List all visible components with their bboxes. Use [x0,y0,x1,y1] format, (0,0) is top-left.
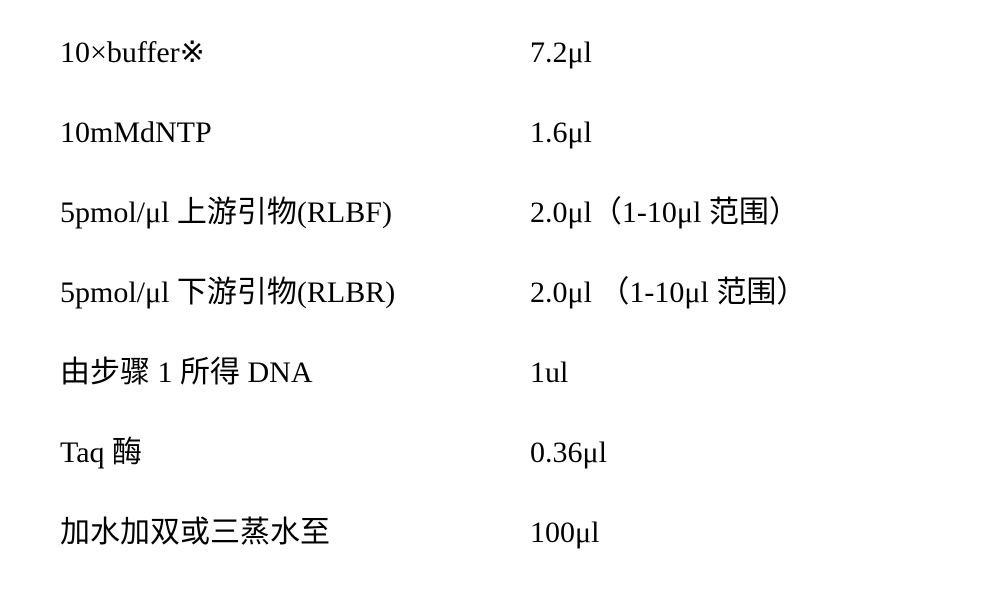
reagent-label: 5pmol/μl 上游引物(RLBF) [60,195,530,231]
reagent-value: 7.2μl [530,35,940,71]
reagent-label: 10mMdNTP [60,115,530,151]
table-row: 10×buffer※ 7.2μl [60,35,940,71]
table-row: 5pmol/μl 下游引物(RLBR) 2.0μl （1-10μl 范围） [60,275,940,311]
table-row: 10mMdNTP 1.6μl [60,115,940,151]
reagent-label: Taq 酶 [60,435,530,471]
reagent-label: 由步骤 1 所得 DNA [60,355,530,391]
table-row: 由步骤 1 所得 DNA 1ul [60,355,940,391]
reagent-value: 1.6μl [530,115,940,151]
reagent-value: 0.36μl [530,435,940,471]
reagent-value: 2.0μl（1-10μl 范围） [530,195,940,231]
reagent-label: 5pmol/μl 下游引物(RLBR) [60,275,530,311]
reagent-table: 10×buffer※ 7.2μl 10mMdNTP 1.6μl 5pmol/μl… [0,0,1000,551]
reagent-label: 10×buffer※ [60,35,530,71]
reagent-label: 加水加双或三蒸水至 [60,515,530,551]
table-row: 5pmol/μl 上游引物(RLBF) 2.0μl（1-10μl 范围） [60,195,940,231]
reagent-value: 1ul [530,355,940,391]
table-row: Taq 酶 0.36μl [60,435,940,471]
table-row: 加水加双或三蒸水至 100μl [60,515,940,551]
reagent-value: 2.0μl （1-10μl 范围） [530,275,940,311]
reagent-value: 100μl [530,515,940,551]
